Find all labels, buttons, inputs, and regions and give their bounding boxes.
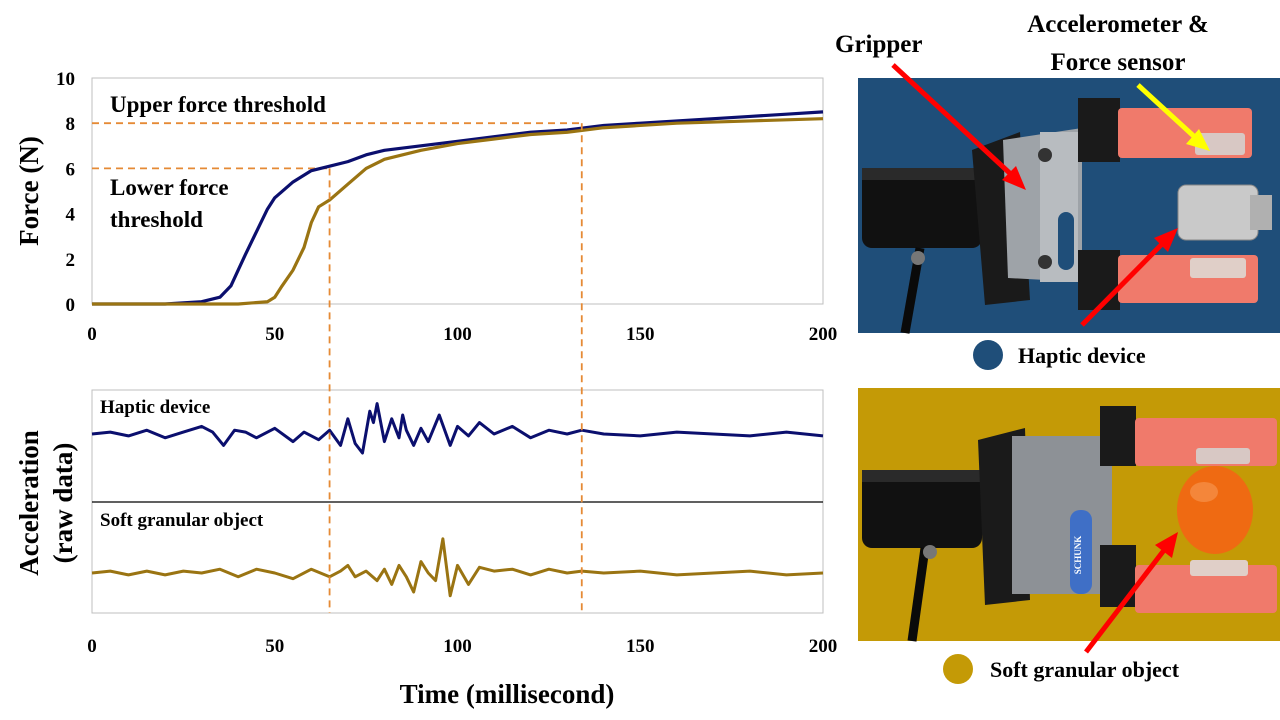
schunk-brand-text: SCHUNK: [1073, 536, 1083, 575]
force-plot-area: [91, 77, 824, 305]
haptic-legend-label: Haptic device: [1018, 343, 1146, 368]
lower-threshold-label-line1: Lower force: [110, 175, 229, 200]
accel-x-ticks: 0 50 100 150 200: [87, 636, 837, 657]
soft-legend-dot: [943, 654, 973, 684]
force-x-tick-label: 0: [87, 324, 97, 345]
force-y-tick-label: 4: [66, 205, 76, 226]
gripper-body-2: [1012, 436, 1112, 594]
accel-series: [91, 402, 824, 598]
accel-series-line-0: [91, 402, 824, 455]
soft-granular-ball: [1177, 466, 1253, 554]
motor-cylinder: [862, 168, 982, 248]
force-y-tick-label: 8: [66, 114, 76, 135]
schunk-badge: [1070, 510, 1092, 594]
haptic-legend-dot: [973, 340, 1003, 370]
accel-y-axis-label-line2: (raw data): [48, 443, 78, 564]
force-x-tick-label: 100: [443, 324, 472, 345]
sensor-arrow: [1136, 83, 1200, 142]
gripper-label: Gripper: [835, 31, 923, 58]
sensor-label-line1: Accelerometer &: [1027, 11, 1209, 38]
sensor-label-line2: Force sensor: [1051, 49, 1186, 76]
force-y-axis-label: Force (N): [14, 136, 44, 246]
photo-haptic-device: [858, 63, 1280, 334]
photo-soft-object: SCHUNK: [858, 388, 1280, 654]
accel-panel-label-soft: Soft granular object: [100, 510, 264, 531]
force-series: [92, 110, 824, 306]
force-chart: Force (N) 0 2 4 6 8 10 0 50 100 150 200 Upper for…: [14, 69, 837, 345]
x-axis-label: Time (millisecond): [400, 679, 615, 709]
force-thresholds: [92, 122, 582, 170]
force-x-tick-label: 200: [809, 324, 838, 345]
accel-series-line-1: [91, 537, 824, 598]
force-x-ticks: 0 50 100 150 200: [87, 324, 837, 345]
gripper-arrow: [891, 63, 1017, 180]
haptic-arrow: [1080, 238, 1168, 327]
force-y-tick-label: 10: [56, 69, 75, 90]
accel-x-tick-label: 150: [626, 636, 655, 657]
accel-x-tick-label: 0: [87, 636, 97, 657]
lower-threshold-label-line2: threshold: [110, 207, 203, 232]
force-y-ticks: 0 2 4 6 8 10: [56, 69, 76, 316]
accel-y-axis-label-line1: Acceleration: [14, 430, 44, 575]
force-x-tick-label: 50: [265, 324, 284, 345]
upper-threshold-label: Upper force threshold: [110, 92, 326, 117]
force-series-line-0: [92, 110, 824, 306]
accel-x-tick-label: 200: [809, 636, 838, 657]
force-x-tick-label: 150: [626, 324, 655, 345]
accel-x-tick-label: 50: [265, 636, 284, 657]
force-series-line-1: [92, 117, 824, 306]
acceleration-chart: Acceleration (raw data) Haptic device So…: [14, 389, 837, 709]
haptic-device-cube: [1177, 184, 1259, 241]
force-y-tick-label: 6: [66, 159, 76, 180]
soft-legend-label: Soft granular object: [990, 657, 1180, 682]
threshold-time-markers: [328, 123, 583, 613]
soft-object-arrow: [1084, 543, 1170, 654]
accel-x-tick-label: 100: [443, 636, 472, 657]
accel-panel-label-haptic: Haptic device: [100, 397, 210, 418]
force-y-tick-label: 0: [66, 295, 76, 316]
force-y-tick-label: 2: [66, 250, 76, 271]
motor-cylinder-2: [862, 470, 982, 548]
